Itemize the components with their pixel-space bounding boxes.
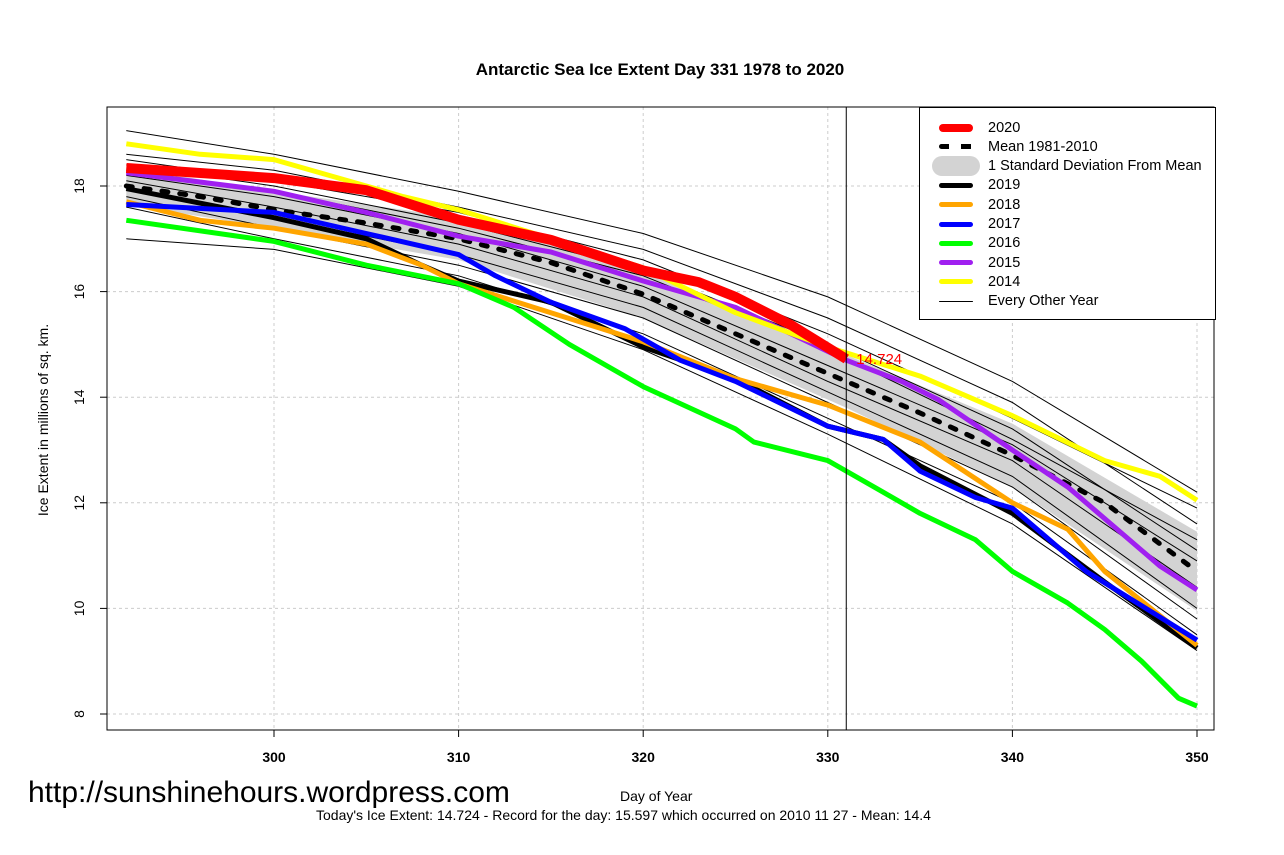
y-tick-label: 14 bbox=[71, 389, 87, 405]
other-year-line bbox=[126, 130, 1198, 493]
legend-item: 2020 bbox=[932, 118, 1020, 137]
legend-label: 2018 bbox=[988, 196, 1021, 213]
legend-label: 1 Standard Deviation From Mean bbox=[988, 158, 1202, 175]
legend-item: 2016 bbox=[932, 234, 1020, 253]
legend-swatch bbox=[939, 182, 973, 188]
series-line-2020 bbox=[125, 163, 849, 364]
legend-label: 2016 bbox=[988, 235, 1021, 252]
legend-swatch bbox=[939, 240, 973, 246]
y-tick-label: 18 bbox=[71, 178, 87, 194]
annotation-label: 14.724 bbox=[856, 351, 902, 368]
legend-label: Every Other Year bbox=[988, 293, 1099, 310]
watermark: http://sunshinehours.wordpress.com bbox=[28, 776, 510, 809]
x-tick-label: 330 bbox=[816, 749, 840, 765]
legend-label: 2017 bbox=[988, 216, 1021, 232]
legend-item: 2019 bbox=[932, 176, 1020, 195]
legend-swatch bbox=[939, 202, 973, 208]
legend-swatch bbox=[932, 156, 980, 177]
x-axis-label: Day of Year bbox=[620, 788, 693, 804]
chart-title: Antarctic Sea Ice Extent Day 331 1978 to… bbox=[475, 60, 845, 79]
x-tick-label: 320 bbox=[632, 749, 656, 765]
summary-text: Today's Ice Extent: 14.724 - Record for … bbox=[316, 807, 931, 823]
x-tick-label: 340 bbox=[1001, 749, 1025, 765]
mean-line bbox=[123, 183, 1200, 574]
y-tick-label: 10 bbox=[71, 600, 87, 616]
other-year-line bbox=[126, 180, 1198, 588]
legend-swatch bbox=[939, 221, 973, 227]
legend-label: 2015 bbox=[988, 254, 1021, 271]
series-group bbox=[123, 130, 1200, 709]
other-year-line bbox=[126, 153, 1198, 525]
y-tick-label: 16 bbox=[71, 284, 87, 300]
legend-swatch bbox=[939, 144, 973, 150]
y-axis-label: Ice Extent in millions of sq. km. bbox=[35, 323, 51, 517]
legend-item: 2014 bbox=[932, 272, 1020, 291]
legend-label: 2014 bbox=[988, 273, 1021, 290]
legend-swatch bbox=[939, 300, 973, 302]
legend-item: 2018 bbox=[932, 195, 1020, 214]
other-year-line bbox=[126, 238, 1198, 652]
legend: 2020 Mean 1981-2010 1 Standard Deviation F… bbox=[919, 107, 1216, 320]
legend-item: 2015 bbox=[932, 253, 1020, 272]
legend-item: 1 Standard Deviation From Mean bbox=[932, 156, 1202, 177]
legend-item: 2017 bbox=[932, 215, 1020, 234]
legend-swatch bbox=[939, 279, 973, 285]
legend-label: Mean 1981-2010 bbox=[988, 138, 1098, 155]
legend-swatch bbox=[939, 123, 973, 132]
other-year-line bbox=[126, 174, 1198, 562]
series-line-2017 bbox=[126, 202, 1199, 643]
legend-item: Mean 1981-2010 bbox=[932, 137, 1098, 156]
x-tick-label: 350 bbox=[1185, 749, 1209, 765]
x-tick-label: 310 bbox=[447, 749, 471, 765]
x-tick-label: 300 bbox=[262, 749, 286, 765]
legend-label: 2019 bbox=[988, 177, 1021, 194]
legend-swatch bbox=[939, 260, 973, 266]
y-tick-label: 8 bbox=[71, 710, 87, 718]
legend-label: 2020 bbox=[988, 119, 1021, 136]
y-tick-label: 12 bbox=[71, 495, 87, 511]
series-line-2016 bbox=[125, 217, 1198, 709]
plot-border bbox=[106, 106, 1215, 731]
legend-item: Every Other Year bbox=[932, 292, 1098, 311]
